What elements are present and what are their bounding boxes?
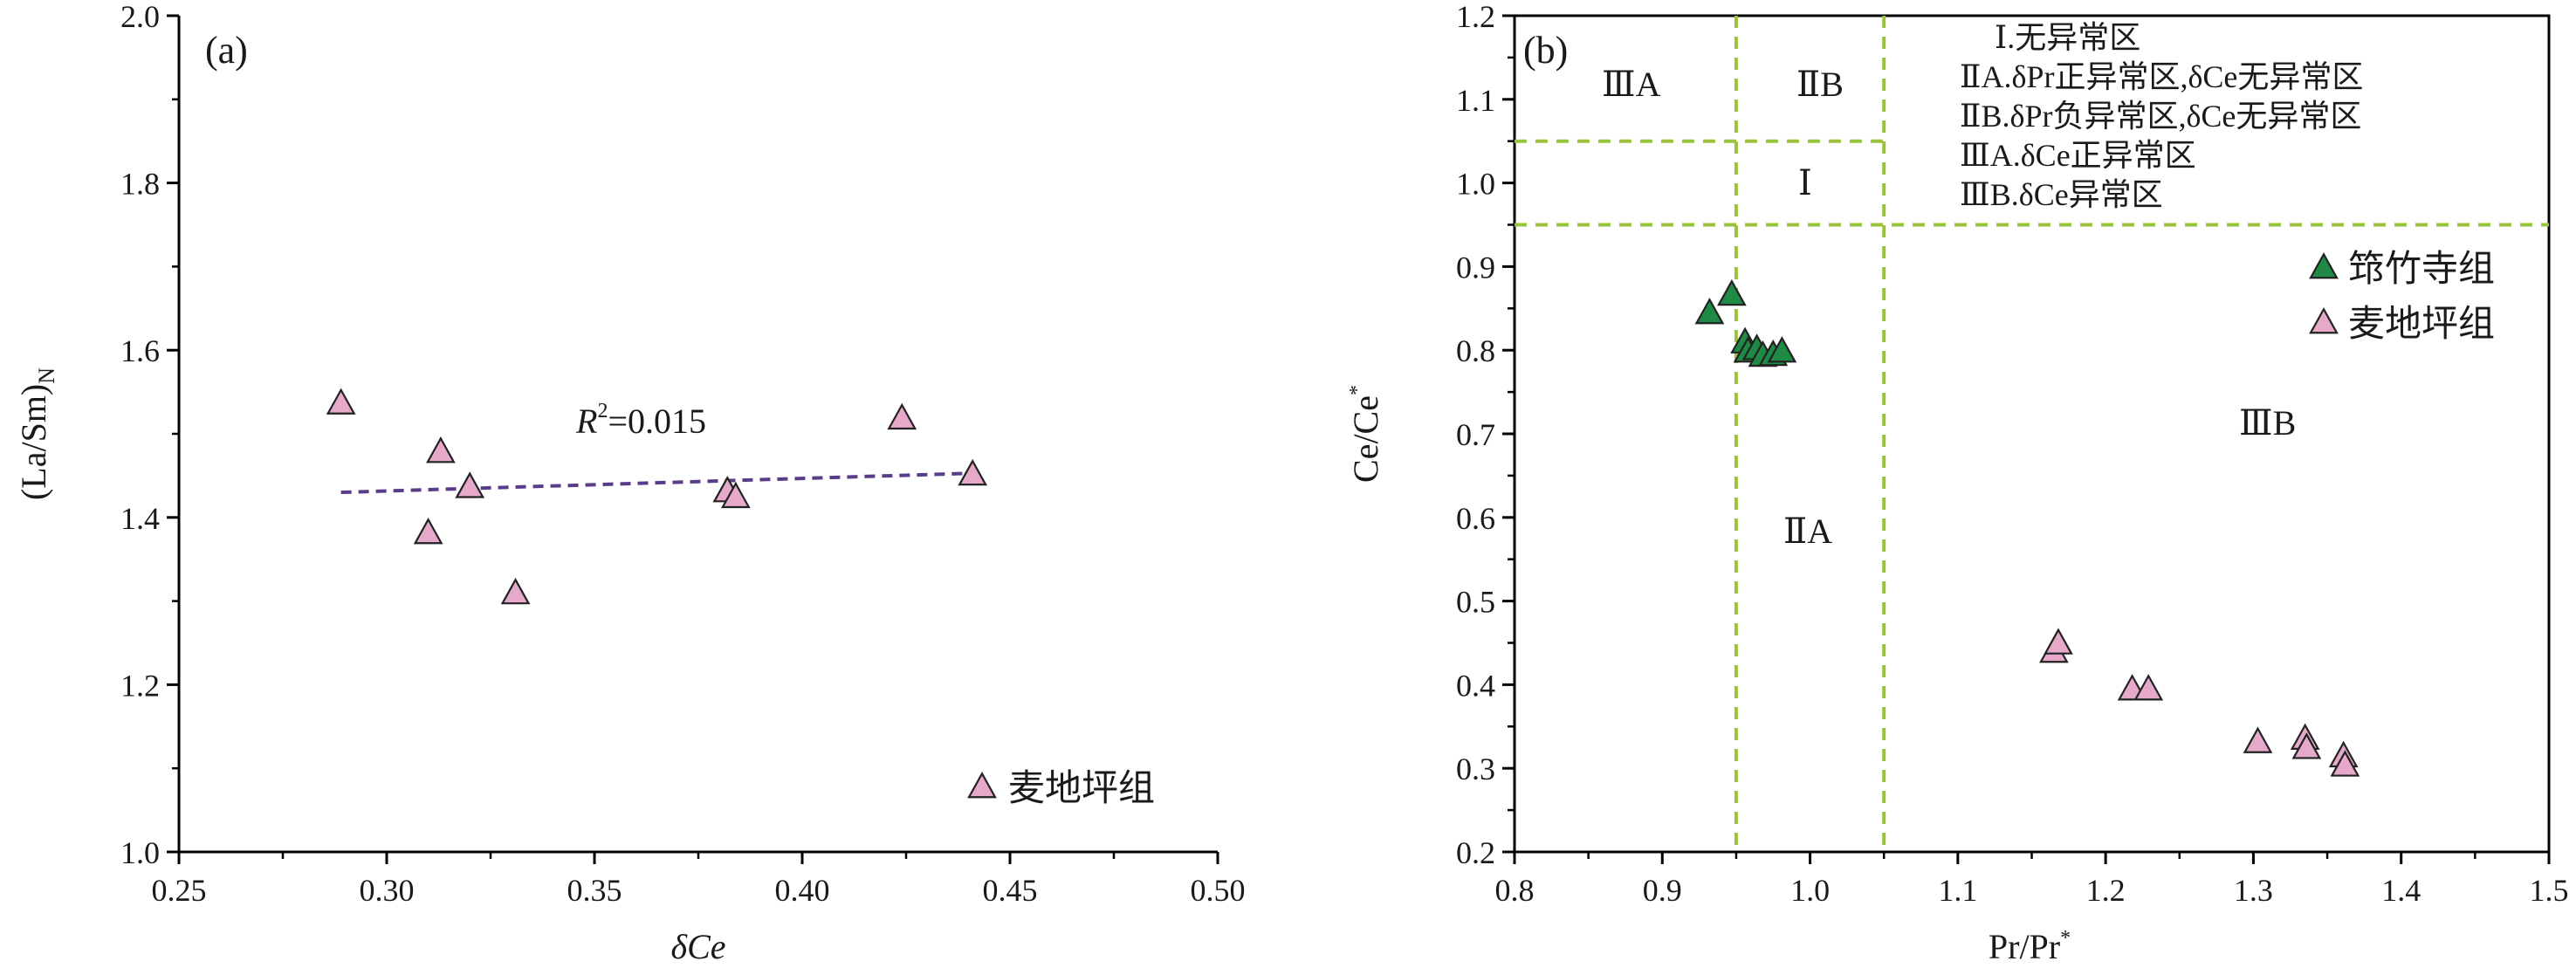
panel-a-y-tick-label: 1.6 [120,333,160,368]
panel-b-x-tick-label: 1.0 [1790,873,1830,908]
panel-b-x-tick-label: 1.1 [1938,873,1977,908]
panel-b-point-maidiping [2133,674,2164,701]
panel-b-y-tick-label: 1.0 [1456,167,1495,202]
panel-a-point-maidiping [413,517,443,545]
panel-a-legend-label: 麦地坪组 [1008,766,1155,809]
panel-b-y-tick-label: 0.8 [1456,333,1495,368]
panel-a-legend-marker [967,771,997,799]
panel-b-point-qiongzhusi [1694,298,1725,325]
panel-a-point-maidiping [958,458,988,486]
panel-a-x-tick-label: 0.45 [983,873,1038,908]
panel-b-point-maidiping [2291,732,2322,759]
panel-b-y-tick-label: 0.4 [1456,668,1495,703]
region-label-i: Ⅰ [1798,163,1812,203]
panel-b-legend-marker-2 [2309,306,2339,334]
panel-a-point-maidiping [887,402,917,430]
panel-b-y-tick-label: 1.1 [1456,83,1495,118]
panel-b-point-maidiping [2044,628,2073,655]
panel-b-point-maidiping [2243,726,2273,753]
panel-a-y-tick-label: 1.8 [120,167,160,202]
panel-a-point-maidiping [455,471,485,498]
panel-a-x-tick-label: 0.35 [567,873,622,908]
trendline [340,471,977,495]
panel-b-x-axis-label: Pr/Pr* [1989,927,2071,966]
region-note-4: ⅢA.δCe正异常区 [1960,138,2196,173]
panel-a-y-tick-label: 1.2 [120,668,160,703]
region-label-ii-a: ⅡA [1783,512,1832,551]
region-label-ii-b: ⅡB [1796,65,1844,104]
panel-a-y-axis-label: (La/Sm)N [14,367,59,500]
panel-b-y-tick-label: 0.6 [1456,501,1495,536]
panel-b-y-tick-label: 1.2 [1456,0,1495,34]
region-note-5: ⅢB.δCe异常区 [1960,177,2163,212]
panel-b-label: (b) [1523,29,1568,72]
panel-a-y-tick-label: 2.0 [120,0,160,34]
panel-b-y-tick-label: 0.2 [1456,835,1495,870]
panel-a: (a) δCe (La/Sm)N R2=0.015 麦地坪组 [14,16,1218,966]
panel-b-y-tick-label: 0.3 [1456,752,1495,786]
panel-b: (b) Pr/Pr* Ce/Ce* ⅢA ⅡB Ⅰ ⅡA ⅢB Ⅰ.无异常区 Ⅱ… [1346,14,2551,966]
panel-b-y-tick-label: 0.9 [1456,250,1495,285]
region-label-iii-a: ⅢA [1602,65,1661,104]
panel-b-point-qiongzhusi [1767,336,1797,363]
panel-a-x-axis-label: δCe [670,927,725,966]
panel-a-point-maidiping [326,388,356,415]
r-squared-annotation: R2=0.015 [575,400,706,441]
region-note-2: ⅡA.δPr正异常区,δCe无异常区 [1960,59,2363,94]
panel-b-y-tick-label: 0.5 [1456,585,1495,620]
panel-b-legend-label-2: 麦地坪组 [2348,302,2495,345]
panel-a-point-maidiping [720,481,751,509]
panel-a-point-maidiping [426,436,456,463]
panel-b-point-qiongzhusi [1716,278,1747,306]
panel-b-x-tick-label: 0.8 [1495,873,1535,908]
chart-marks: 0.25 0.30 0.35 0.40 0.45 0.50 1.0 1.2 1.4 1.6 1.8 2… [120,0,2569,908]
panel-b-y-axis-label: Ce/Ce* [1346,385,1385,483]
panel-a-y-tick-label: 1.0 [120,835,160,870]
panel-b-legend-marker-1 [2309,251,2339,279]
panel-a-point-maidiping [500,577,531,605]
panel-a-y-tick-label: 1.4 [120,501,160,536]
region-label-iii-b: ⅢB [2239,403,2296,443]
panel-a-label: (a) [205,29,248,72]
panel-a-x-tick-label: 0.50 [1191,873,1246,908]
region-note-1: Ⅰ.无异常区 [1995,20,2140,55]
panel-b-x-tick-label: 1.3 [2234,873,2273,908]
panel-a-x-tick-label: 0.30 [360,873,415,908]
region-note-3: ⅡB.δPr负异常区,δCe无异常区 [1960,99,2361,134]
panel-b-x-tick-label: 1.5 [2530,873,2569,908]
panel-a-x-tick-label: 0.25 [152,873,207,908]
panel-a-x-tick-label: 0.40 [775,873,830,908]
panel-b-x-tick-label: 1.2 [2086,873,2126,908]
panel-b-y-tick-label: 0.7 [1456,417,1495,452]
panel-b-x-tick-label: 1.4 [2381,873,2421,908]
panel-b-point-maidiping [2330,750,2360,777]
panel-b-x-tick-label: 0.9 [1643,873,1682,908]
panel-b-legend-label-1: 筇竹寺组 [2348,247,2495,290]
